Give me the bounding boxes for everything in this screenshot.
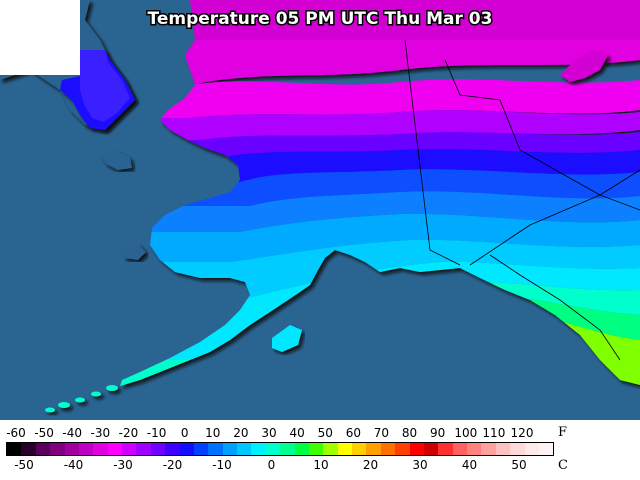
fahrenheit-tick-label: -20: [118, 426, 139, 440]
arctic-island: [560, 50, 608, 82]
celsius-tick-label: -50: [14, 458, 34, 472]
aleutian-islands: [45, 385, 118, 413]
fahrenheit-tick-label: 50: [317, 426, 333, 440]
colorbar-swatch: [510, 443, 525, 455]
colorbar-swatch: [452, 443, 467, 455]
colorbar-swatch: [308, 443, 324, 455]
political-borders: [404, 39, 640, 361]
fahrenheit-tick-label: -30: [90, 426, 111, 440]
colorbar: [6, 442, 554, 456]
fahrenheit-tick-label: 90: [430, 426, 446, 440]
fahrenheit-tick-label: 100: [454, 426, 478, 440]
fahrenheit-tick-label: -10: [146, 426, 167, 440]
celsius-tick-label: 20: [362, 458, 379, 472]
kodiak-island: [272, 325, 302, 352]
map-title-fill: Temperature 05 PM UTC Thu Mar 03: [148, 9, 493, 29]
fahrenheit-tick-label: 0: [180, 426, 189, 440]
colorbar-swatch: [21, 443, 36, 455]
temperature-legend: -60 -50 -40 -30 -20 -10 0 10 20 30 40 50 60 70 80 90 100…: [0, 420, 640, 480]
colorbar-swatch: [93, 443, 108, 455]
celsius-tick-label: -40: [63, 458, 84, 472]
colorbar-swatch: [78, 443, 94, 455]
colorbar-swatch: [438, 443, 453, 455]
fahrenheit-tick-label: 40: [289, 426, 305, 440]
siberia-blue-land-2: [80, 50, 130, 122]
fahrenheit-tick-label: -60: [6, 426, 26, 440]
colorbar-swatch: [222, 443, 237, 455]
colorbar-swatch: [280, 443, 295, 455]
colorbar-swatch: [323, 443, 338, 455]
fahrenheit-unit: F: [558, 425, 568, 440]
nunivak-island: [122, 244, 146, 260]
colorbar-swatch: [165, 443, 180, 455]
colorbar-swatch: [107, 443, 122, 455]
fahrenheit-tick-label: -50: [34, 426, 54, 440]
colorbar-swatch: [208, 443, 223, 455]
colorbar-swatch: [50, 443, 65, 455]
colorbar-swatch: [35, 443, 51, 455]
colorbar-swatch: [251, 443, 266, 455]
colorbar-swatch: [136, 443, 151, 455]
colorbar-swatch: [352, 443, 367, 455]
colorbar-swatch: [294, 443, 309, 455]
colorbar-swatch: [395, 443, 410, 455]
colorbar-swatch: [265, 443, 281, 455]
colorbar-swatch: [495, 443, 511, 455]
colorbar-swatch: [64, 443, 79, 455]
celsius-unit: C: [558, 458, 568, 473]
celsius-tick-label: -10: [212, 458, 232, 472]
celsius-tick-label: 10: [313, 458, 329, 472]
celsius-tick-label: 0: [267, 458, 276, 472]
map-title: Temperature 05 PM UTC Thu Mar 03: [148, 9, 493, 29]
st-lawrence-island: [100, 150, 132, 170]
temperature-map: Temperature 05 PM UTC Thu Mar 03 Tempera…: [0, 0, 640, 420]
colorbar-swatch: [409, 443, 424, 455]
fahrenheit-tick-label: 70: [373, 426, 390, 440]
fahrenheit-tick-label: 120: [510, 426, 534, 440]
colorbar-swatch: [122, 443, 137, 455]
celsius-tick-label: 50: [511, 458, 527, 472]
celsius-tick-label: 30: [412, 458, 428, 472]
fahrenheit-tick-label: 80: [401, 426, 418, 440]
fahrenheit-tick-label: -40: [62, 426, 83, 440]
fahrenheit-tick-label: 60: [345, 426, 361, 440]
fahrenheit-tick-label: 10: [205, 426, 221, 440]
colorbar-swatch: [179, 443, 194, 455]
colorbar-swatch: [150, 443, 166, 455]
colorbar-swatch: [337, 443, 352, 455]
colorbar-swatch: [380, 443, 396, 455]
fahrenheit-tick-label: 30: [261, 426, 277, 440]
colorbar-swatch: [193, 443, 209, 455]
fahrenheit-tick-label: 20: [233, 426, 249, 440]
celsius-tick-label: 40: [461, 458, 478, 472]
colorbar-swatch: [481, 443, 496, 455]
colorbar-swatch: [237, 443, 252, 455]
colorbar-swatch: [467, 443, 482, 455]
celsius-tick-label: -30: [113, 458, 133, 472]
colorbar-swatch: [423, 443, 439, 455]
fahrenheit-tick-label: 110: [482, 426, 506, 440]
siberia-white-area: [0, 0, 80, 75]
colorbar-swatch: [538, 443, 554, 455]
celsius-tick-label: -20: [162, 458, 183, 472]
colorbar-swatch: [524, 443, 539, 455]
colorbar-swatch: [7, 443, 22, 455]
colorbar-swatch: [366, 443, 381, 455]
